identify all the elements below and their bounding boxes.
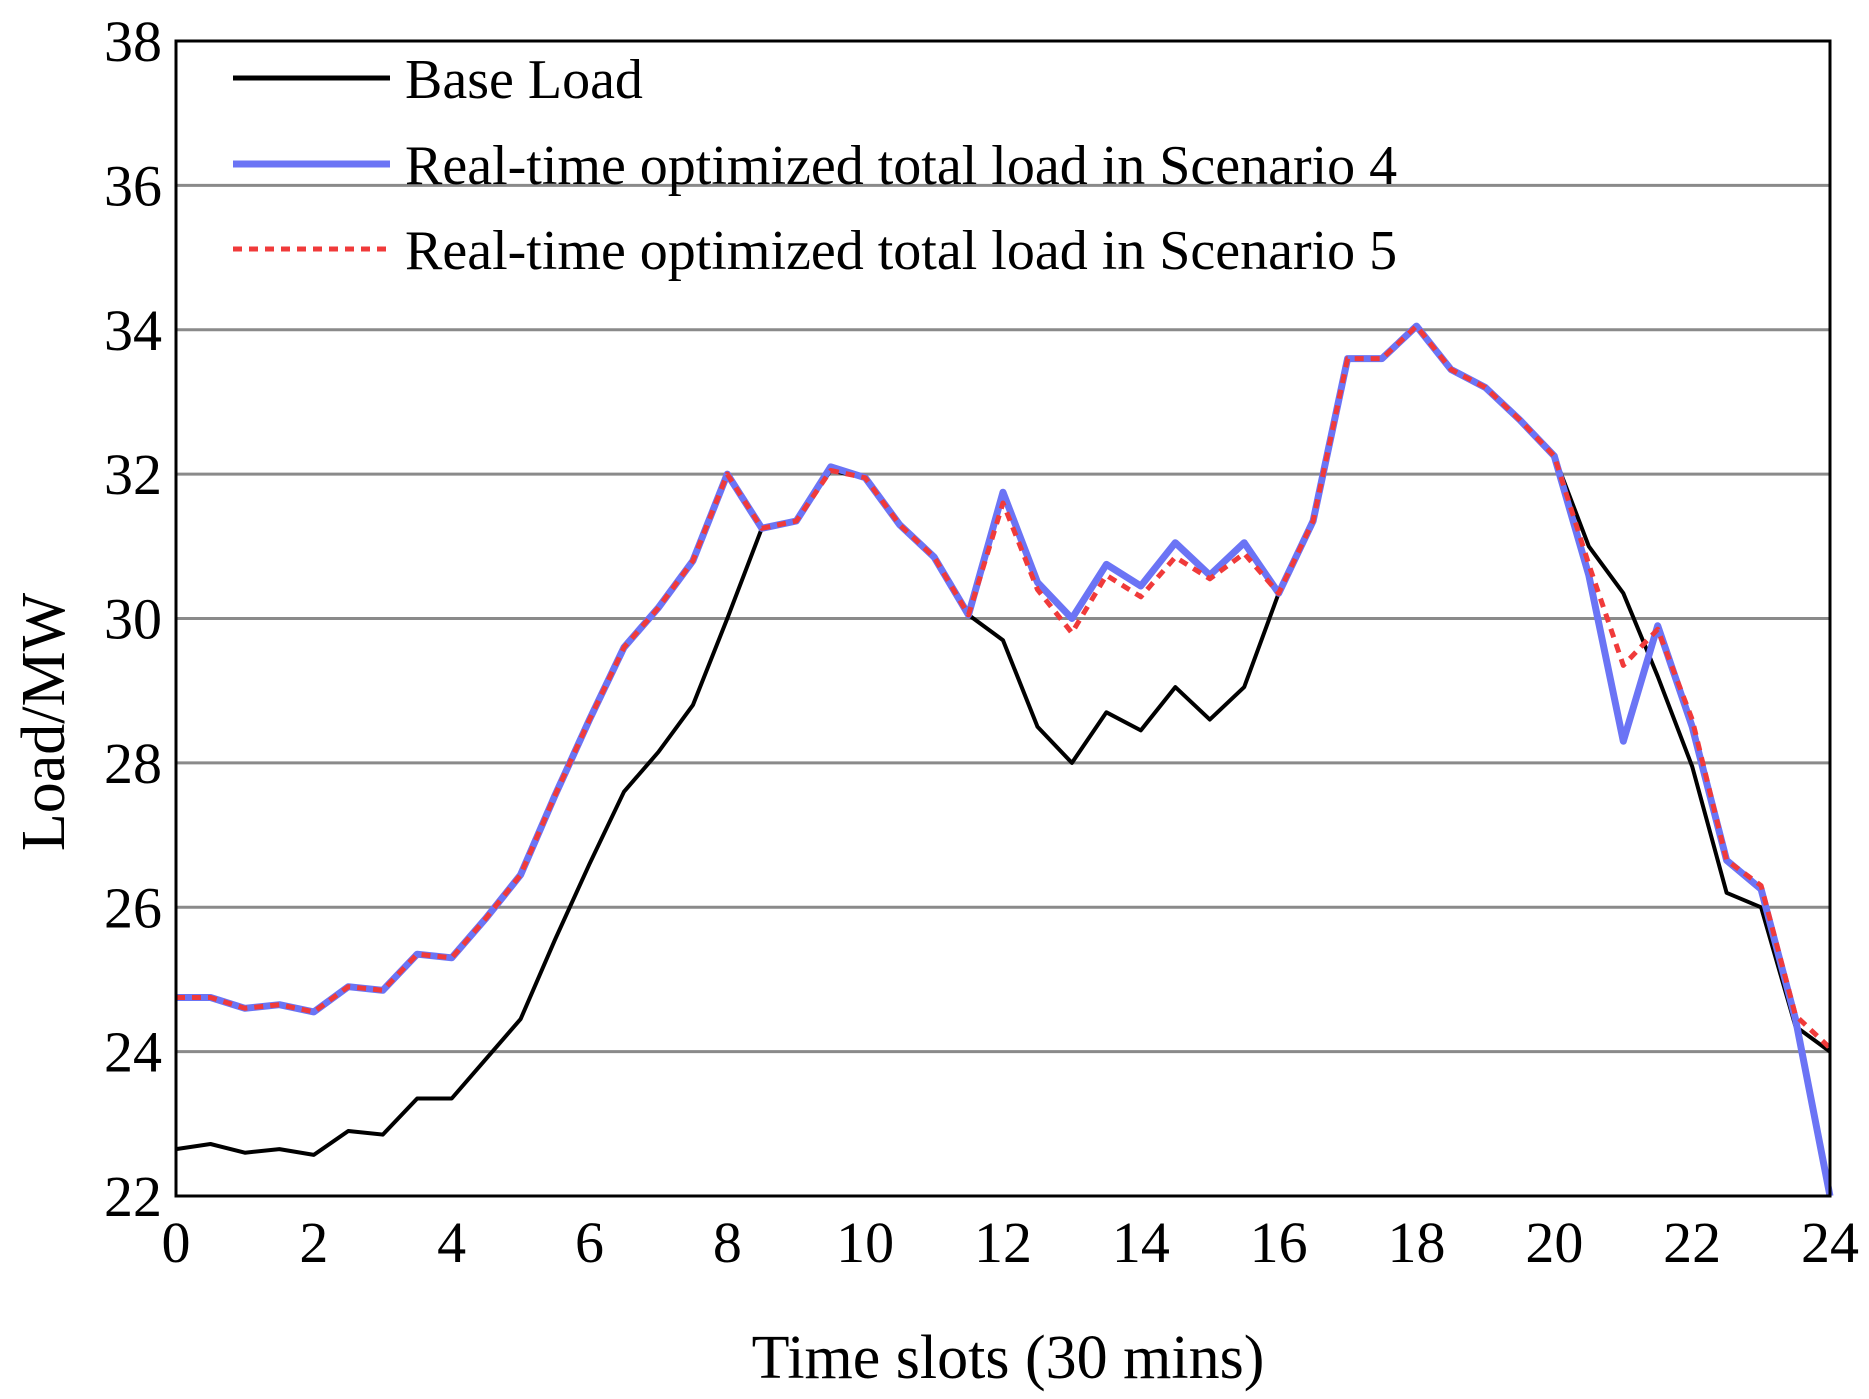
gridlines <box>176 183 1830 1054</box>
y-tick-label: 34 <box>104 298 162 363</box>
x-tick-label: 6 <box>575 1210 604 1275</box>
series-line-3 <box>176 323 1832 1050</box>
y-tick-label: 36 <box>104 153 162 218</box>
plot-frame <box>174 39 1832 1198</box>
x-tick-label: 22 <box>1663 1210 1721 1275</box>
y-tick-label: 22 <box>104 1164 162 1229</box>
y-axis-title: Load/MW <box>10 592 78 851</box>
y-tick-label: 28 <box>104 731 162 796</box>
x-tick-label: 18 <box>1388 1210 1446 1275</box>
x-tick-label: 8 <box>713 1210 742 1275</box>
y-tick-label: 30 <box>104 587 162 652</box>
x-tick-label: 0 <box>162 1210 191 1275</box>
legend: Base Load Real-time optimized total load… <box>233 49 1397 282</box>
x-tick-label: 24 <box>1801 1210 1859 1275</box>
y-tick-label: 38 <box>104 9 162 74</box>
legend-label-base-load: Base Load <box>405 49 643 111</box>
y-axis-ticks: 22 24 26 28 30 32 34 36 38 <box>104 9 162 1229</box>
y-tick-label: 26 <box>104 875 162 940</box>
x-tick-label: 16 <box>1250 1210 1308 1275</box>
legend-label-scenario-5: Real-time optimized total load in Scenar… <box>405 220 1397 282</box>
x-tick-label: 4 <box>437 1210 466 1275</box>
series-line-2 <box>176 322 1834 1197</box>
x-tick-label: 14 <box>1112 1210 1170 1275</box>
x-tick-label: 10 <box>836 1210 894 1275</box>
x-tick-label: 20 <box>1525 1210 1583 1275</box>
series-layer <box>175 322 1834 1197</box>
y-tick-label: 24 <box>104 1020 162 1085</box>
series-line-1 <box>175 324 1832 1157</box>
y-tick-label: 32 <box>104 442 162 507</box>
x-tick-label: 2 <box>299 1210 328 1275</box>
x-axis-ticks: 0 2 4 6 8 10 12 14 16 18 20 22 24 <box>162 1210 1860 1275</box>
legend-label-scenario-4: Real-time optimized total load in Scenar… <box>405 135 1397 197</box>
x-tick-label: 12 <box>974 1210 1032 1275</box>
x-axis-title: Time slots (30 mins) <box>752 1324 1265 1392</box>
